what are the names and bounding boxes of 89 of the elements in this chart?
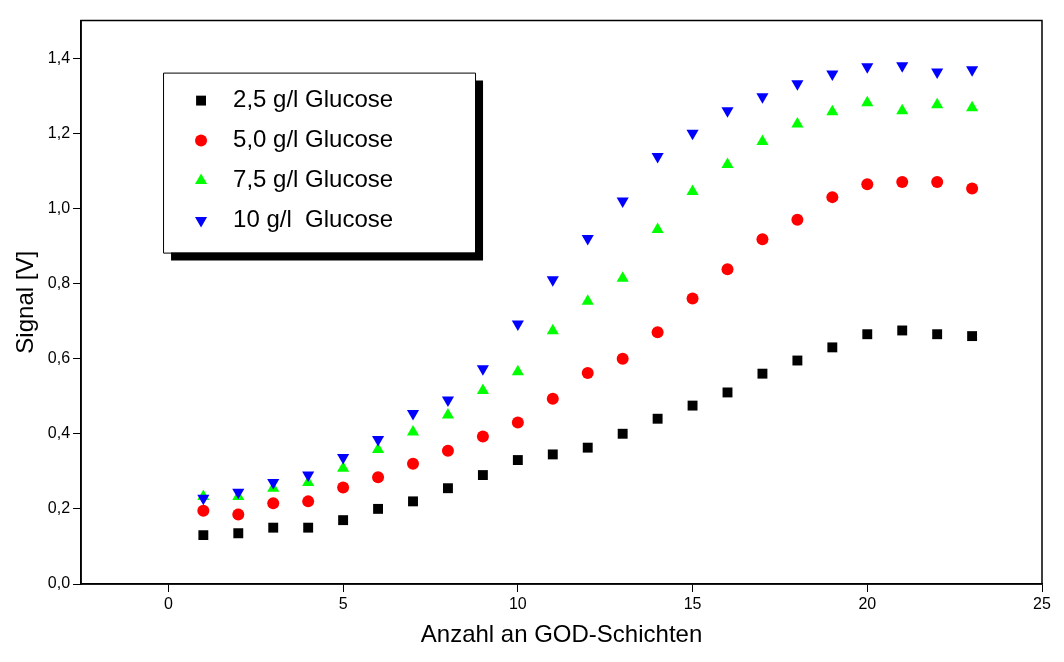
point [337,453,350,465]
point [233,528,244,539]
point [791,213,804,226]
point [408,496,418,507]
point [966,66,979,77]
point [931,176,944,189]
point [406,409,420,421]
x-tick-label: 20 [858,595,877,613]
point [827,342,838,353]
point [511,416,524,429]
point [896,176,909,189]
point [372,435,385,447]
y-tick-label: 0,0 [47,574,71,592]
y-axis-title: Signal [V] [11,250,39,354]
point [197,494,210,506]
point [791,80,804,91]
point [337,481,350,494]
point [896,62,909,73]
point [826,191,839,204]
point [477,470,488,481]
point [547,449,558,460]
point [757,368,768,379]
point [756,93,769,104]
point [616,352,629,365]
point [476,430,489,443]
point [337,461,350,472]
point [966,182,979,195]
point [826,70,839,81]
point [476,365,489,376]
point [792,355,803,366]
point [267,497,280,510]
point [406,424,420,436]
point [686,129,699,141]
point [198,530,209,541]
point [512,455,523,465]
point [407,457,420,470]
point [581,366,594,379]
point [931,68,944,80]
x-axis-title: Anzahl an GOD-Schichten [420,620,703,648]
y-tick-label: 1,2 [47,123,71,141]
point [303,522,314,533]
y-tick-label: 0,4 [47,424,71,442]
point [862,329,873,340]
point [338,515,349,526]
point [476,383,489,395]
point [721,263,734,276]
x-tick-label: 25 [1033,595,1051,613]
point [861,178,874,191]
y-tick-label: 1,4 [47,48,71,66]
point [686,292,699,305]
point [373,503,384,514]
point [197,504,210,517]
point [687,400,698,411]
x-tick-label: 0 [163,595,173,613]
legend-label: 10 g/l Glucose [233,205,394,233]
point [443,483,453,494]
point [721,107,734,118]
x-tick-label: 15 [683,595,702,613]
x-tick-label: 5 [338,595,348,613]
point [932,329,943,340]
legend-label: 5,0 g/l Glucose [233,125,394,153]
point [651,153,664,164]
point [546,276,559,287]
y-tick-label: 0,6 [47,349,71,367]
point [897,325,908,336]
point [441,444,454,457]
y-tick-label: 1,0 [47,198,71,216]
point [582,442,593,453]
point [441,396,455,407]
point [372,471,385,484]
x-tick-label: 10 [508,595,527,613]
point [232,508,245,521]
y-tick-label: 0,2 [47,499,71,517]
point [651,326,664,339]
point [722,387,733,398]
point [546,392,559,405]
point [967,331,978,342]
point [581,234,594,246]
point [616,197,629,208]
point [756,233,769,246]
y-tick-label: 0,8 [47,273,71,291]
legend-label: 2,5 g/l Glucose [233,85,394,113]
point [652,413,663,424]
point [861,63,874,74]
point [268,522,279,533]
point [617,428,628,439]
point [511,320,524,332]
legend-label: 7,5 g/l Glucose [233,165,394,193]
point [302,495,315,508]
